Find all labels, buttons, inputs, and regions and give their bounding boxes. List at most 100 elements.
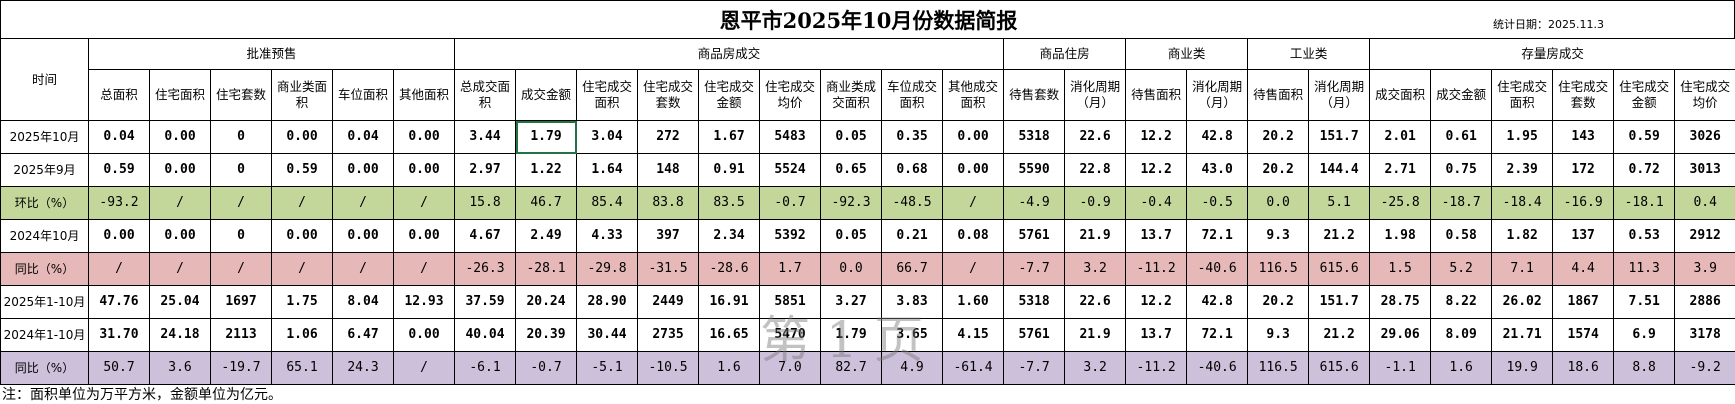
cell: 9.3 — [1247, 219, 1310, 253]
column-header: 住宅成交均价 — [1674, 69, 1735, 121]
cell: 615.6 — [1308, 351, 1371, 385]
column-header: 商业类面积 — [271, 69, 333, 121]
cell: -25.8 — [1369, 186, 1432, 220]
cell: 0.4 — [1674, 186, 1735, 220]
cell: / — [210, 252, 272, 286]
cell: 28.90 — [576, 285, 639, 319]
cell: -28.1 — [515, 252, 578, 286]
cell: -7.7 — [1003, 252, 1066, 286]
cell: 0.21 — [881, 219, 944, 253]
cell: 0.00 — [942, 120, 1005, 154]
cell: 4.33 — [576, 219, 639, 253]
cell: 1867 — [1552, 285, 1615, 319]
cell: 2.34 — [698, 219, 761, 253]
cell: 3.9 — [1674, 252, 1735, 286]
row-label: 环比（%） — [0, 186, 89, 220]
column-header: 消化周期（月） — [1308, 69, 1371, 121]
cell: 5483 — [759, 120, 822, 154]
cell: 13.7 — [1125, 318, 1188, 352]
cell: 72.1 — [1186, 318, 1249, 352]
data-row: 2024年1-10月 31.70 24.18 2113 1.06 6.47 0.00 40.0… — [0, 318, 1735, 352]
cell: 116.5 — [1247, 351, 1310, 385]
cell: 30.44 — [576, 318, 639, 352]
cell: / — [271, 186, 333, 220]
cell: 16.91 — [698, 285, 761, 319]
group-header: 商业类 — [1125, 38, 1249, 70]
cell: 4.15 — [942, 318, 1005, 352]
cell: 6.47 — [332, 318, 394, 352]
cell: 0.08 — [942, 219, 1005, 253]
cell: 1.60 — [942, 285, 1005, 319]
cell: 0.00 — [392, 120, 456, 154]
cell: 40.04 — [454, 318, 517, 352]
column-header: 住宅套数 — [210, 69, 272, 121]
group-header: 批准预售 — [87, 38, 456, 70]
column-header: 其他成交面积 — [942, 69, 1005, 121]
column-header: 其他面积 — [392, 69, 456, 121]
cell: 148 — [637, 153, 700, 187]
data-row: 环比（%） -93.2// / //15.8 46.7 85.4 83.8 83.5 -0.7-… — [0, 186, 1735, 220]
cell: 12.2 — [1125, 285, 1188, 319]
column-header: 成交面积 — [1369, 69, 1432, 121]
cell: 26.02 — [1491, 285, 1554, 319]
cell: 1.06 — [271, 318, 333, 352]
cell: 5590 — [1003, 153, 1066, 187]
cell: 37.59 — [454, 285, 517, 319]
cell: 5318 — [1003, 120, 1066, 154]
cell: 20.24 — [515, 285, 578, 319]
cell: 19.9 — [1491, 351, 1554, 385]
cell: 13.7 — [1125, 219, 1188, 253]
row-label: 同比（%） — [0, 351, 89, 385]
cell: 3026 — [1674, 120, 1735, 154]
cell: 0.00 — [88, 219, 150, 253]
cell: 0.0 — [1247, 186, 1310, 220]
data-row: 同比（%） 50.7 3.6 -19.7 65.1 24.3/-6.1 -0.7 -5.1 -1… — [0, 351, 1735, 385]
cell: 3.6 — [149, 351, 211, 385]
cell: 1.82 — [1491, 219, 1554, 253]
cell: 2735 — [637, 318, 700, 352]
title: 恩平市2025年10月份数据简报 — [719, 8, 1018, 33]
cell: 6.9 — [1613, 318, 1676, 352]
group-header: 商品住房 — [1003, 38, 1127, 70]
cell: 3.27 — [820, 285, 883, 319]
cell: 82.7 — [820, 351, 883, 385]
cell: 9.3 — [1247, 318, 1310, 352]
row-label: 2024年10月 — [0, 219, 89, 253]
cell: 0.00 — [332, 153, 394, 187]
cell: 20.2 — [1247, 285, 1310, 319]
cell: -11.2 — [1125, 252, 1188, 286]
cell: 16.65 — [698, 318, 761, 352]
cell: 0.65 — [820, 153, 883, 187]
cell: 1697 — [210, 285, 272, 319]
column-header: 总成交面积 — [454, 69, 517, 121]
cell: 1.75 — [271, 285, 333, 319]
cell: -0.5 — [1186, 186, 1249, 220]
cell: -92.3 — [820, 186, 883, 220]
cell: 2113 — [210, 318, 272, 352]
row-label: 2025年10月 — [0, 120, 89, 154]
cell: -9.2 — [1674, 351, 1735, 385]
cell: 0.75 — [1430, 153, 1493, 187]
cell: 0.00 — [942, 153, 1005, 187]
data-table: 时间 批准预售 商品房成交 商品住房 商业类 工业类 存量房成交 总面积 住宅面积 住宅套数 商业类… — [0, 38, 1735, 385]
cell: 0.59 — [88, 153, 150, 187]
cell: 2912 — [1674, 219, 1735, 253]
cell: 46.7 — [515, 186, 578, 220]
cell: 72.1 — [1186, 219, 1249, 253]
column-header: 住宅成交套数 — [1552, 69, 1615, 121]
column-header: 消化周期（月） — [1186, 69, 1249, 121]
cell: 20.2 — [1247, 153, 1310, 187]
cell: 12.2 — [1125, 120, 1188, 154]
cell: 2.49 — [515, 219, 578, 253]
cell: 5470 — [759, 318, 822, 352]
cell: / — [392, 252, 456, 286]
cell: 24.3 — [332, 351, 394, 385]
column-header: 住宅面积 — [149, 69, 211, 121]
cell: 65.1 — [271, 351, 333, 385]
cell: 21.9 — [1064, 219, 1127, 253]
cell: 24.18 — [149, 318, 211, 352]
cell: 42.8 — [1186, 285, 1249, 319]
column-header: 车位面积 — [332, 69, 394, 121]
cell: 3.04 — [576, 120, 639, 154]
cell: 0.00 — [149, 219, 211, 253]
